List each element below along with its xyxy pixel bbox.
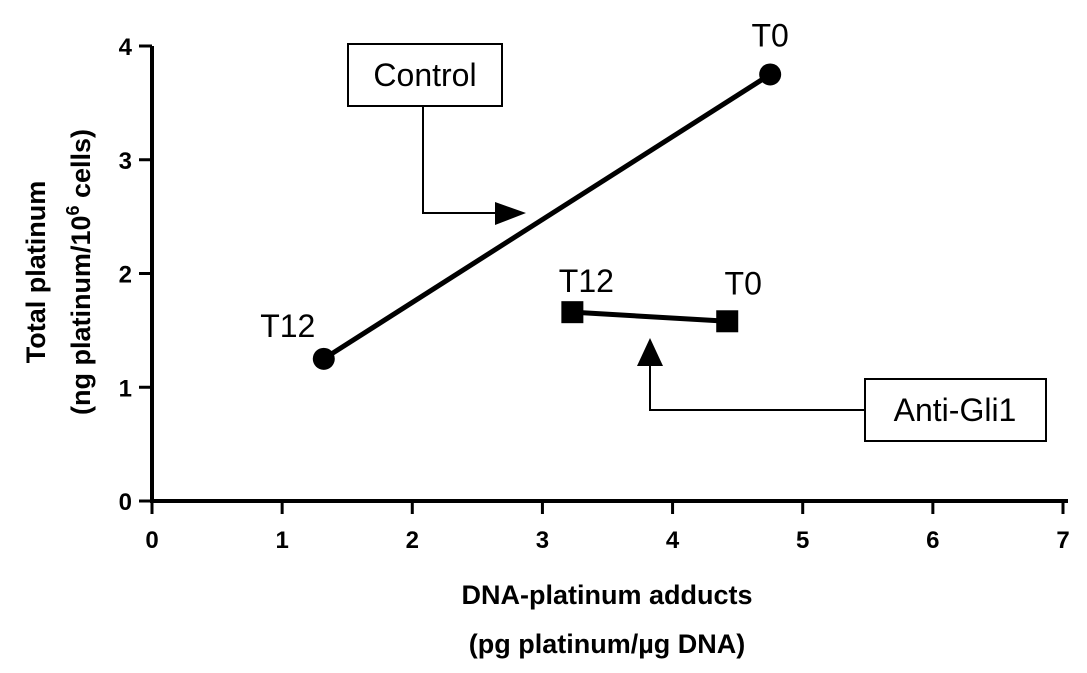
anti-gli1-box <box>864 378 1047 442</box>
data-point-0-1 <box>759 63 782 86</box>
series-line-1 <box>572 309 728 324</box>
x-tick-label-5: 5 <box>796 527 809 554</box>
data-point-1-1 <box>716 310 739 333</box>
y-tick-label-3: 3 <box>119 148 132 175</box>
x-tick-label-2: 2 <box>406 527 419 554</box>
x-tick-label-1: 1 <box>275 527 288 554</box>
data-markers <box>312 63 782 370</box>
x-tick-label-6: 6 <box>926 527 939 554</box>
control-annotation: Control <box>347 43 526 225</box>
point-labels: T12 T0 T12 T0 <box>260 17 789 343</box>
x-axis-title-line1: DNA-platinum adducts <box>461 580 752 610</box>
y-tick-label-0: 0 <box>119 489 132 516</box>
y-axis-title-line1-group: Total platinum <box>21 181 51 364</box>
control-box-label: Control <box>373 57 476 93</box>
anti-gli1-arrow-line <box>649 366 865 411</box>
data-point-0-0 <box>312 347 335 370</box>
control-arrow-line <box>422 106 495 214</box>
point-label-1-0: T12 <box>559 263 614 299</box>
y-axis-title-line2-pre: (ng platinum/10 <box>66 216 96 416</box>
x-tick-label-7: 7 <box>1056 527 1069 554</box>
y-axis-title-line2-sup: 6 <box>63 206 83 216</box>
x-tick-label-4: 4 <box>666 527 680 554</box>
y-axis-title-line2: (ng platinum/106 cells) <box>63 129 96 415</box>
y-tick-label-2: 2 <box>119 262 132 289</box>
x-tick-label-0: 0 <box>145 527 158 554</box>
control-arrow-head <box>495 202 526 225</box>
anti-gli1-box-label: Anti-Gli1 <box>894 392 1017 428</box>
y-tick-label-1: 1 <box>119 375 132 402</box>
y-axis-title-line2-post: cells) <box>66 129 96 206</box>
x-axis-title-line2: (pg platinum/µg DNA) <box>469 629 746 659</box>
series-line-0 <box>322 72 772 361</box>
y-axis-title-line2-group: (ng platinum/106 cells) <box>63 129 96 415</box>
anti-gli1-arrow-head <box>637 338 663 366</box>
control-box <box>347 43 503 107</box>
x-tick-label-3: 3 <box>536 527 549 554</box>
data-point-1-0 <box>561 301 584 324</box>
axis-ticks: 0 1 2 3 4 5 6 7 0 1 2 3 4 <box>119 34 1070 554</box>
y-axis-title-line1: Total platinum <box>21 181 51 364</box>
anti-gli1-annotation: Anti-Gli1 <box>637 338 1047 442</box>
point-label-0-1: T0 <box>752 17 789 53</box>
point-label-0-0: T12 <box>260 308 315 344</box>
series-lines <box>322 72 772 361</box>
y-tick-label-4: 4 <box>119 34 133 61</box>
point-label-1-1: T0 <box>725 265 762 301</box>
